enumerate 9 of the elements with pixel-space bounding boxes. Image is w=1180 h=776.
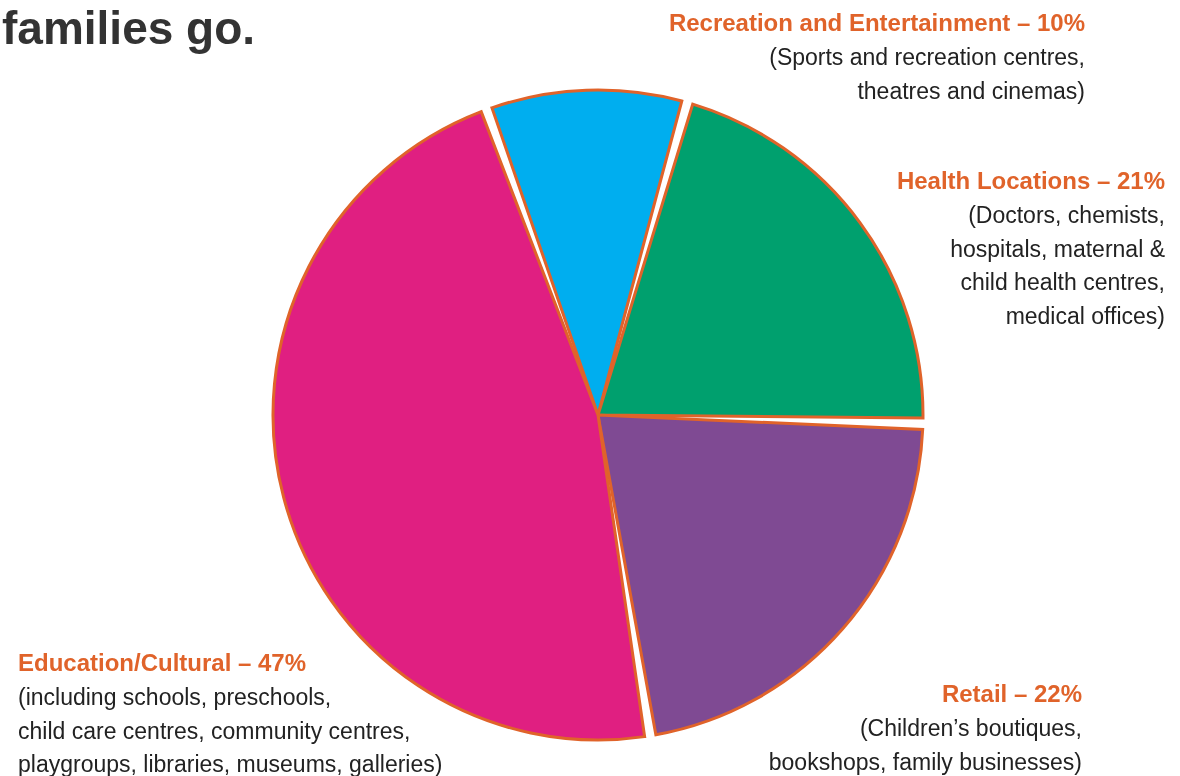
text: (Children’s boutiques, bookshops, family businesses) xyxy=(768,715,1082,775)
slice-label: Recreation and Entertainment – 10% xyxy=(668,9,1085,36)
slice-label: Retail – 22% xyxy=(941,680,1082,707)
text: (Sports and recreation centres, theatres and cinemas) xyxy=(769,44,1085,104)
chart-title: families go. xyxy=(2,2,256,54)
slice-label: Health Locations – 21% xyxy=(896,167,1165,194)
text: (including schools, preschools, child care centres, community centres, playgroups, libraries, museums, galleries) xyxy=(18,684,443,776)
text: (Doctors, chemists, hospitals, maternal & child health centres, medical offices) xyxy=(950,202,1165,329)
slice-label: Education/Cultural – 47% xyxy=(18,649,307,676)
